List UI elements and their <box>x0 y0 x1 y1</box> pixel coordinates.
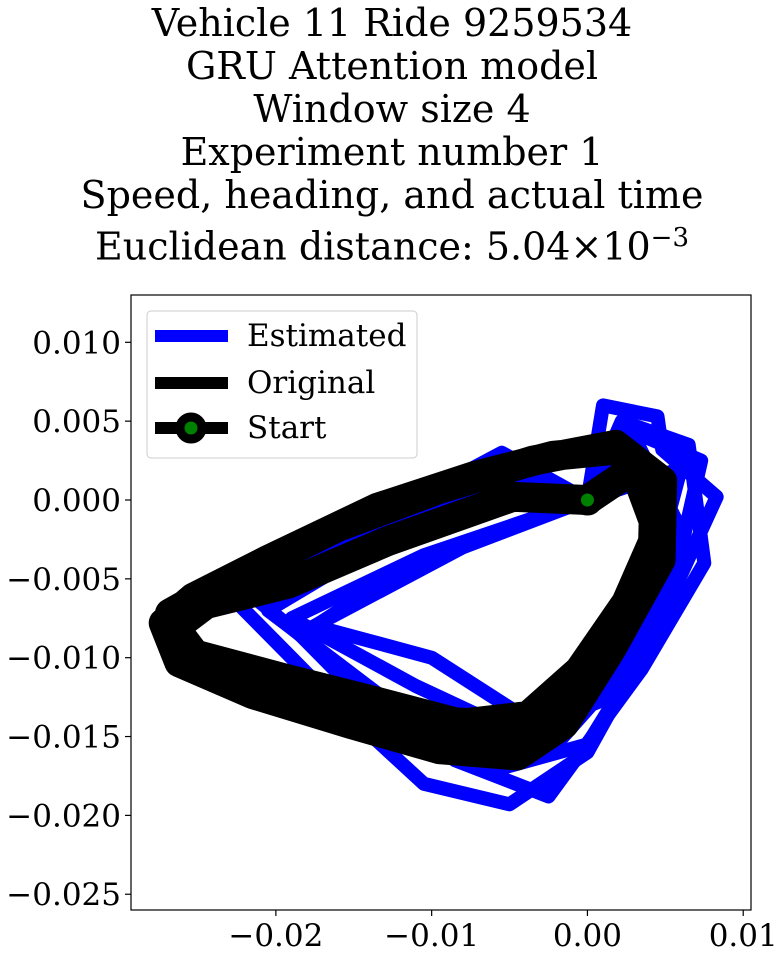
title-line-experiment: Experiment number 1 <box>180 130 604 174</box>
x-tick-label-3: 0.01 <box>709 918 778 954</box>
distance-exponent: −3 <box>650 223 689 253</box>
y-tick-label-7: −0.025 <box>6 877 121 913</box>
legend-original-label: Original <box>247 365 375 401</box>
start-marker <box>571 484 603 516</box>
axis-ticks: −0.02 −0.01 0.00 0.01 0.010 0.005 0.000 −0.005 −… <box>6 325 777 954</box>
plot-frame <box>130 294 752 911</box>
title-line-vehicle: Vehicle 11 Ride 9259534 <box>151 1 633 45</box>
chart-title: Vehicle 11 Ride 9259534 GRU Attention mo… <box>0 2 784 269</box>
x-tick-label-1: −0.01 <box>384 918 479 954</box>
y-tick-label-6: −0.020 <box>6 798 121 834</box>
original-path-0 <box>148 429 678 771</box>
distance-times: × <box>570 224 603 269</box>
x-tick-label-2: 0.00 <box>553 918 622 954</box>
series-layer <box>148 398 724 812</box>
distance-mantissa: 5.04 <box>485 224 571 269</box>
legend: Estimated Original Start <box>146 310 418 459</box>
title-line-features: Speed, heading, and actual time <box>80 173 704 217</box>
legend-frame <box>146 310 418 459</box>
y-tick-label-2: 0.000 <box>32 483 121 519</box>
legend-start-label: Start <box>247 410 327 446</box>
y-tick-label-0: 0.010 <box>32 325 121 361</box>
title-line-model: GRU Attention model <box>185 44 599 88</box>
x-tick-label-0: −0.02 <box>228 918 323 954</box>
distance-base: 10 <box>602 224 651 269</box>
y-tick-label-4: −0.010 <box>6 641 121 677</box>
y-tick-label-1: 0.005 <box>32 404 121 440</box>
legend-start-marker <box>175 412 207 444</box>
title-line-window: Window size 4 <box>253 87 531 131</box>
y-tick-label-3: −0.005 <box>6 562 121 598</box>
title-line-distance: Euclidean distance: 5.04×10−3 <box>0 217 784 269</box>
y-tick-label-5: −0.015 <box>6 720 121 756</box>
distance-prefix: Euclidean distance: <box>95 224 486 269</box>
legend-estimated-label: Estimated <box>247 318 406 354</box>
